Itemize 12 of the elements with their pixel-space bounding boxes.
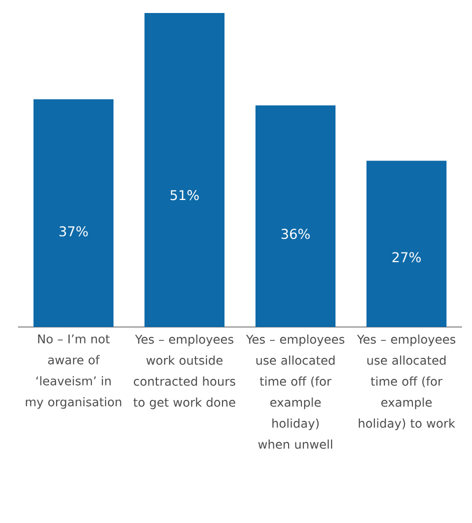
bar	[144, 13, 224, 327]
data-label: 51%	[170, 190, 199, 200]
x-tick-label: Yes – employees use allocated time off (for example holiday) to work	[357, 334, 456, 430]
bar	[34, 99, 114, 327]
data-label: 37%	[60, 226, 88, 236]
x-tick-label: Yes – employees use allocated time off (for example holiday) when unwell	[246, 334, 344, 449]
data-label: 27%	[392, 252, 421, 262]
data-label: 36%	[282, 228, 310, 240]
x-tick-label: Yes – employees work outside contracted hours to get work done	[133, 334, 236, 410]
bar	[255, 105, 336, 327]
bar	[366, 160, 446, 327]
x-tick-label: No – I’m not aware of ‘leaveism’ in my organisation	[26, 334, 122, 409]
